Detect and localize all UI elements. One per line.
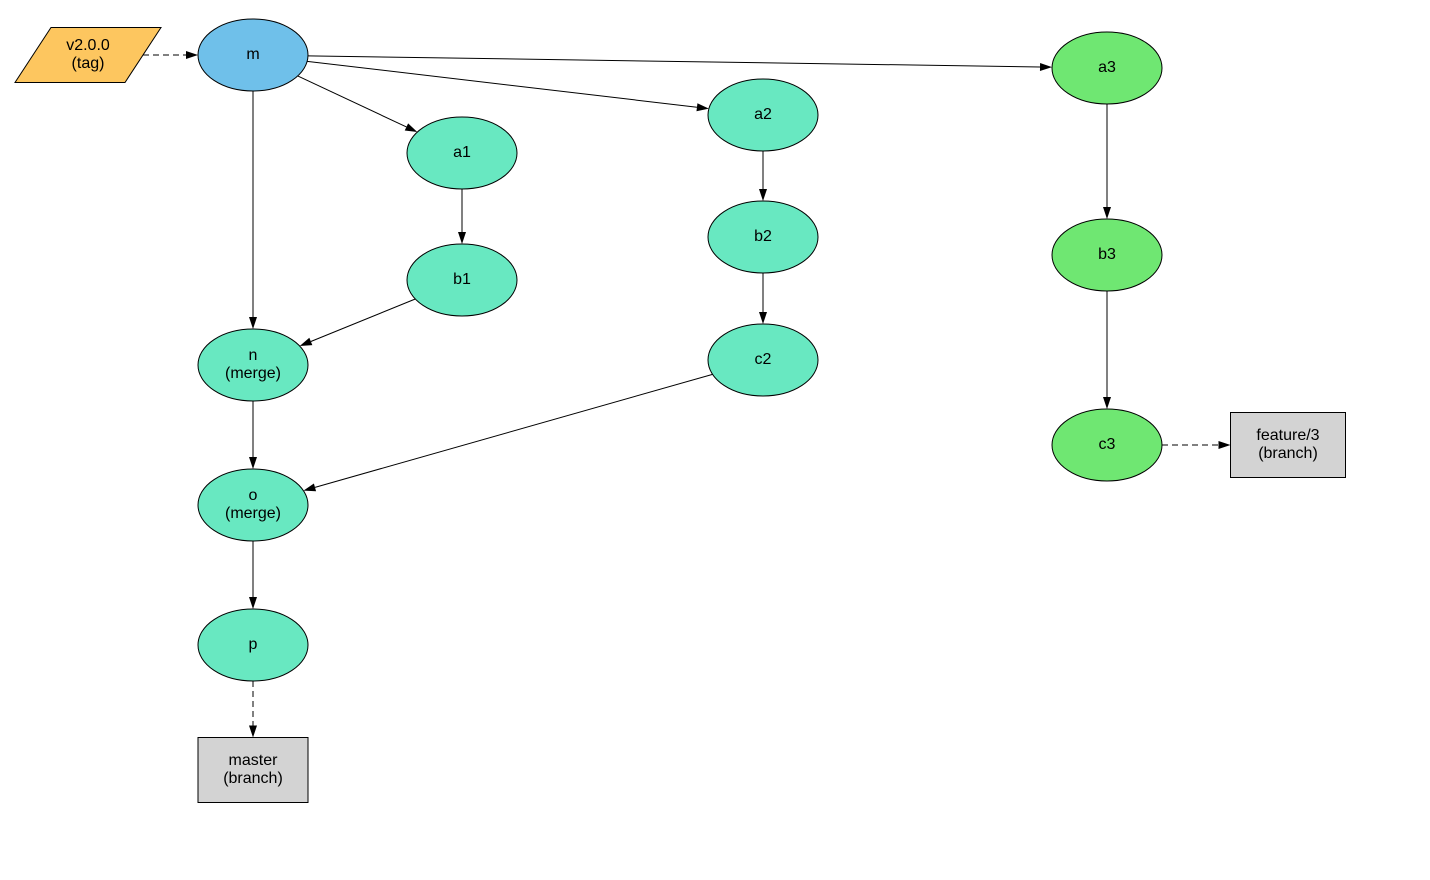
node-label: a3 <box>1098 59 1116 76</box>
node-label: p <box>249 636 258 653</box>
node-label: master(branch) <box>223 752 283 787</box>
edge <box>1103 104 1111 219</box>
commit-node: a3 <box>1052 32 1162 104</box>
commit-node: a2 <box>708 79 818 151</box>
tag-node: v2.0.0(tag) <box>15 28 161 83</box>
commit-node: a1 <box>407 117 517 189</box>
edge <box>458 189 466 244</box>
commit-node: c3 <box>1052 409 1162 481</box>
node-label: c3 <box>1099 436 1116 453</box>
commit-node: b3 <box>1052 219 1162 291</box>
node-label: a1 <box>453 144 471 161</box>
edge <box>143 51 198 59</box>
edge <box>759 273 767 324</box>
edge <box>308 56 1052 71</box>
commit-node: p <box>198 609 308 681</box>
commit-node: m <box>198 19 308 91</box>
edge <box>1162 441 1231 449</box>
edge <box>300 299 416 346</box>
node-label: b3 <box>1098 246 1116 263</box>
branch-box: feature/3(branch) <box>1231 413 1346 478</box>
edge <box>249 541 257 609</box>
commit-node: c2 <box>708 324 818 396</box>
node-label: c2 <box>755 351 772 368</box>
edge <box>249 681 257 738</box>
edge <box>249 401 257 469</box>
edge <box>1103 291 1111 409</box>
node-label: v2.0.0(tag) <box>66 37 110 72</box>
node-label: feature/3(branch) <box>1256 427 1319 462</box>
commit-node: n(merge) <box>198 329 308 401</box>
edge <box>759 151 767 201</box>
commit-node: b1 <box>407 244 517 316</box>
edge <box>307 61 709 111</box>
node-label: a2 <box>754 106 772 123</box>
edge <box>303 374 712 491</box>
commit-node: o(merge) <box>198 469 308 541</box>
node-label: b1 <box>453 271 471 288</box>
edge <box>298 76 418 132</box>
commit-node: b2 <box>708 201 818 273</box>
node-label: b2 <box>754 228 772 245</box>
edge <box>249 91 257 329</box>
git-graph-diagram: v2.0.0(tag) m a1 b1 n(merge) o(merge) p a2 b2 c2 a… <box>0 0 1430 880</box>
node-label: m <box>246 46 259 63</box>
branch-box: master(branch) <box>198 738 308 803</box>
